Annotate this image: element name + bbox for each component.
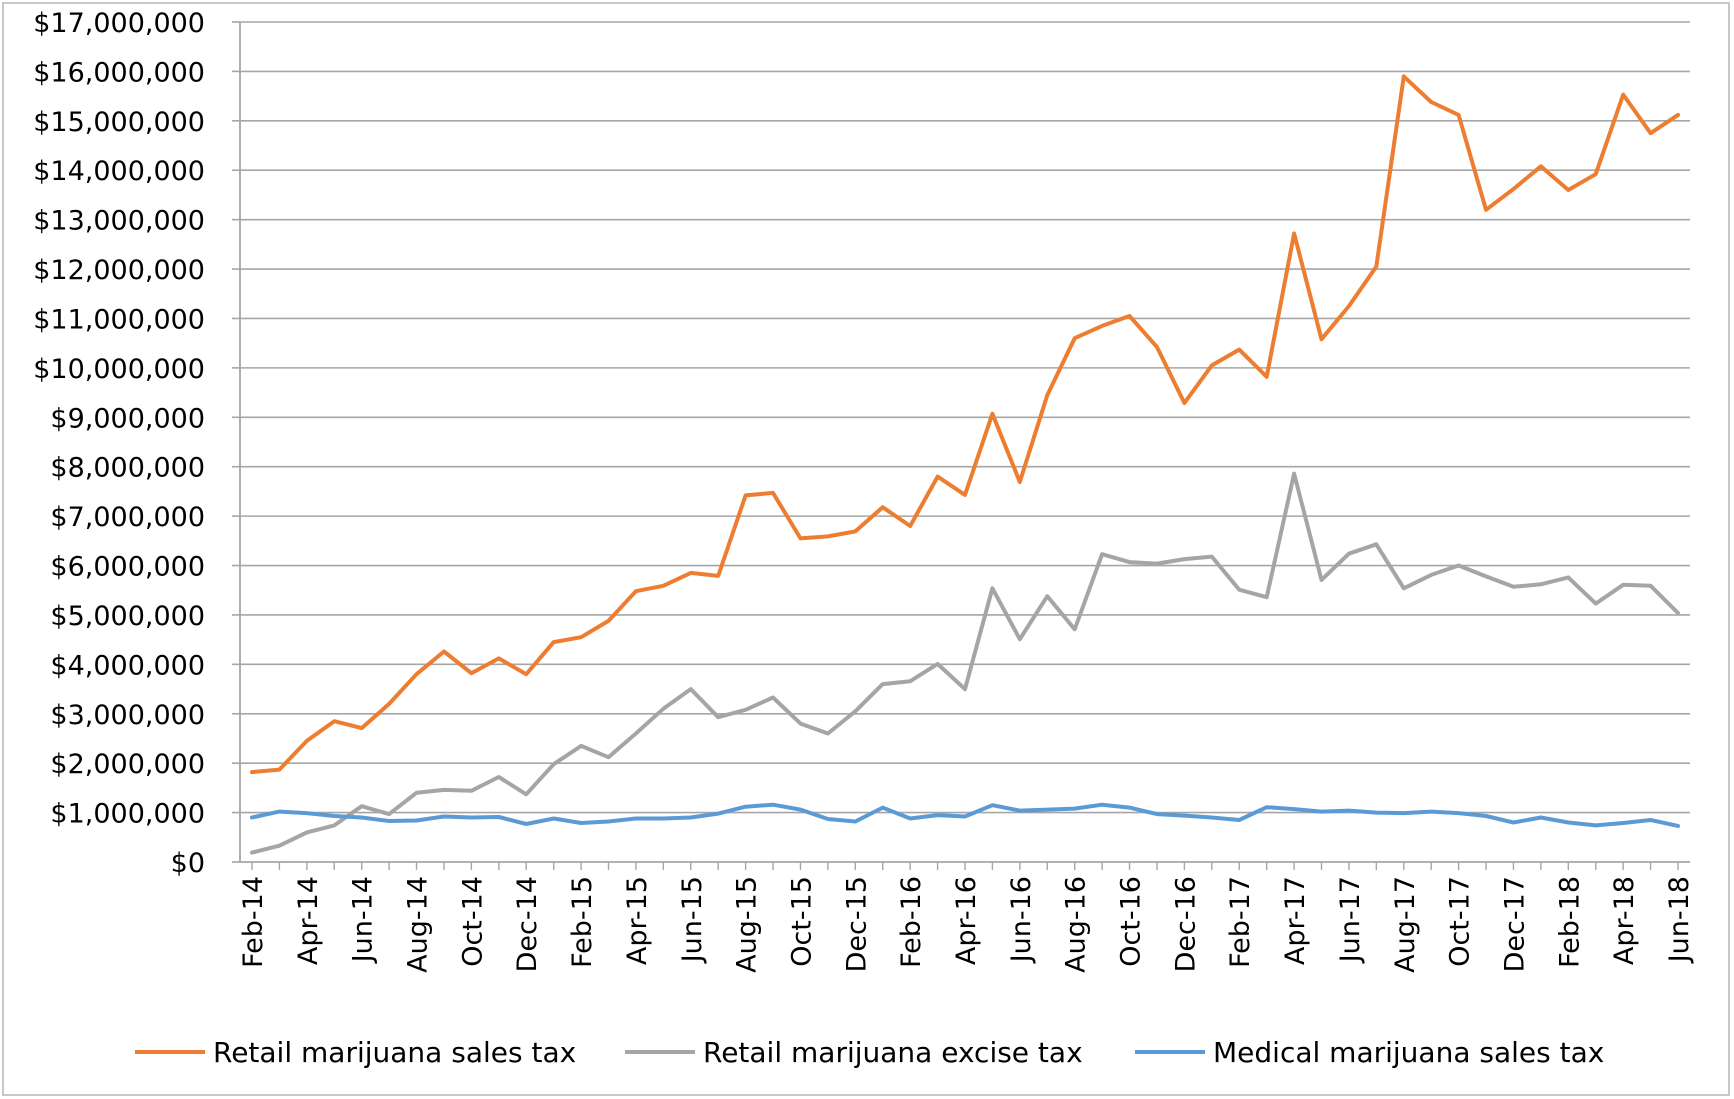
y-tick-label: $7,000,000 bbox=[50, 502, 205, 533]
y-tick-label: $15,000,000 bbox=[33, 107, 205, 138]
legend: Retail marijuana sales tax Retail marijua… bbox=[135, 1036, 1604, 1069]
x-tick-label: Aug-14 bbox=[403, 876, 434, 973]
series-line-retail-marijuana-excise-tax bbox=[250, 471, 1680, 855]
legend-label: Medical marijuana sales tax bbox=[1213, 1036, 1604, 1069]
y-tick-label: $3,000,000 bbox=[50, 700, 205, 731]
y-tick-label: $11,000,000 bbox=[33, 304, 205, 335]
y-tick-label: $8,000,000 bbox=[50, 453, 205, 484]
y-tick-label: $16,000,000 bbox=[33, 57, 205, 88]
y-tick-label: $12,000,000 bbox=[33, 255, 205, 286]
x-tick-label: Jun-18 bbox=[1664, 876, 1695, 964]
x-tick-label: Apr-15 bbox=[622, 876, 653, 965]
x-tick-label: Dec-14 bbox=[512, 876, 543, 972]
x-tick-label: Jun-14 bbox=[348, 876, 379, 964]
x-tick-label: Jun-16 bbox=[1006, 876, 1037, 964]
x-tick-label: Oct-16 bbox=[1116, 876, 1147, 967]
y-tick-label: $14,000,000 bbox=[33, 156, 205, 187]
x-tick-label: Oct-14 bbox=[457, 876, 488, 967]
y-tick-label: $0 bbox=[171, 848, 205, 879]
x-tick-label: Feb-16 bbox=[896, 876, 927, 968]
x-tick-label: Dec-16 bbox=[1170, 876, 1201, 972]
x-tick-label: Jun-17 bbox=[1335, 876, 1366, 964]
x-tick-label: Oct-15 bbox=[786, 876, 817, 967]
x-axis-tick-labels: Feb-14 Apr-14 Jun-14 Aug-14 Oct-14 Dec-14 Feb-… bbox=[238, 876, 1695, 973]
legend-label: Retail marijuana excise tax bbox=[703, 1036, 1083, 1069]
x-tick-label: Feb-18 bbox=[1554, 876, 1585, 968]
y-tick-label: $1,000,000 bbox=[50, 799, 205, 830]
x-tick-label: Feb-14 bbox=[238, 876, 269, 968]
x-tick-label: Feb-17 bbox=[1225, 876, 1256, 968]
x-tick-label: Apr-14 bbox=[293, 876, 324, 965]
x-tick-label: Apr-18 bbox=[1609, 876, 1640, 965]
x-tick-label: Oct-17 bbox=[1445, 876, 1476, 967]
x-tick-label: Apr-17 bbox=[1280, 876, 1311, 965]
y-tick-label: $10,000,000 bbox=[33, 354, 205, 385]
x-tick-label: Aug-17 bbox=[1390, 876, 1421, 973]
x-tick-label: Dec-15 bbox=[841, 876, 872, 972]
y-tick-label: $17,000,000 bbox=[33, 8, 205, 39]
y-tick-label: $2,000,000 bbox=[50, 749, 205, 780]
legend-label: Retail marijuana sales tax bbox=[213, 1036, 576, 1069]
y-tick-label: $9,000,000 bbox=[50, 403, 205, 434]
x-tick-label: Feb-15 bbox=[567, 876, 598, 968]
series-lines bbox=[250, 74, 1680, 855]
series-line-retail-marijuana-sales-tax bbox=[250, 74, 1680, 775]
x-tick-label: Jun-15 bbox=[677, 876, 708, 964]
y-axis-tick-labels: $0 $1,000,000 $2,000,000 $3,000,000 $4,000,0… bbox=[33, 8, 205, 879]
y-tick-label: $13,000,000 bbox=[33, 206, 205, 237]
series-line-medical-marijuana-sales-tax bbox=[250, 802, 1680, 828]
x-tick-label: Aug-16 bbox=[1061, 876, 1092, 973]
x-tick-label: Dec-17 bbox=[1499, 876, 1530, 972]
axes bbox=[232, 21, 1690, 870]
y-tick-label: $6,000,000 bbox=[50, 552, 205, 583]
x-tick-label: Apr-16 bbox=[951, 876, 982, 965]
y-tick-label: $5,000,000 bbox=[50, 601, 205, 632]
y-tick-label: $4,000,000 bbox=[50, 650, 205, 681]
x-tick-label: Aug-15 bbox=[732, 876, 763, 973]
